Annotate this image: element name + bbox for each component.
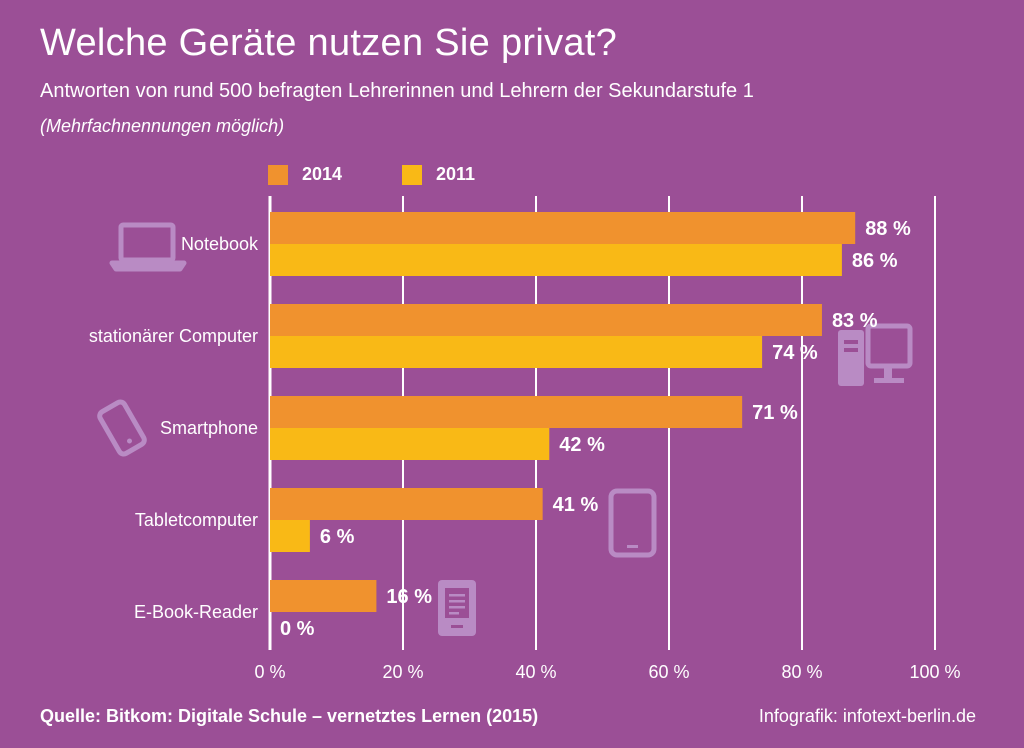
- tablet-icon: [608, 488, 657, 558]
- smartphone-icon: [97, 399, 147, 457]
- source-note: Quelle: Bitkom: Digitale Schule – vernet…: [40, 706, 539, 726]
- bar-2014: [270, 212, 856, 244]
- chart-note: (Mehrfachnennungen möglich): [40, 116, 285, 136]
- x-tick-labels: 0 % 20 % 40 % 60 % 80 % 100 %: [254, 662, 960, 682]
- category-label: Tabletcomputer: [135, 510, 258, 530]
- value-label: 42 %: [559, 434, 605, 456]
- value-label: 41 %: [553, 494, 599, 516]
- category-labels: Notebook stationärer Computer Smartphone Ta…: [89, 234, 259, 622]
- value-label: 86 %: [852, 250, 898, 272]
- bar-2014: [270, 488, 543, 520]
- chart-title: Welche Geräte nutzen Sie privat?: [40, 22, 618, 64]
- x-tick-label: 0 %: [254, 662, 285, 682]
- category-label: E-Book-Reader: [134, 602, 258, 622]
- x-tick-label: 80 %: [781, 662, 822, 682]
- bar-2014: [270, 580, 377, 612]
- x-tick-label: 20 %: [382, 662, 423, 682]
- legend-item-2014: 2014: [268, 164, 342, 185]
- category-label: stationärer Computer: [89, 326, 258, 346]
- bar-2011: [270, 336, 763, 368]
- value-label: 74 %: [772, 342, 818, 364]
- infographic-credit: Infografik: infotext-berlin.de: [758, 706, 976, 726]
- value-label: 16 %: [386, 586, 432, 608]
- legend-label-2011: 2011: [436, 164, 476, 184]
- x-tick-label: 60 %: [648, 662, 689, 682]
- value-label: 71 %: [752, 402, 798, 424]
- bar-series: [270, 212, 856, 612]
- legend-item-2011: 2011: [402, 164, 475, 185]
- value-labels: 88 % 83 % 71 % 41 % 16 % 86 % 74 % 42 % 6 % 0 %: [280, 218, 911, 640]
- bar-2011: [270, 428, 550, 460]
- value-label: 83 %: [832, 310, 878, 332]
- desktop-computer-icon: [838, 323, 913, 386]
- x-tick-label: 100 %: [909, 662, 960, 682]
- value-label: 6 %: [320, 526, 355, 548]
- laptop-icon: [109, 222, 187, 272]
- x-tick-label: 40 %: [515, 662, 556, 682]
- bar-2011: [270, 244, 842, 276]
- ebook-reader-icon: [438, 580, 476, 636]
- legend-swatch-2011: [402, 164, 422, 185]
- category-label: Smartphone: [160, 418, 258, 438]
- legend-swatch-2014: [268, 164, 288, 185]
- chart-subtitle: Antworten von rund 500 befragten Lehreri…: [40, 80, 754, 102]
- value-label: 88 %: [865, 218, 911, 240]
- legend-label-2014: 2014: [302, 164, 343, 184]
- bar-2011: [270, 520, 310, 552]
- value-label: 0 %: [280, 618, 315, 640]
- category-label: Notebook: [181, 234, 259, 254]
- bar-2014: [270, 396, 743, 428]
- bar-2014: [270, 304, 822, 336]
